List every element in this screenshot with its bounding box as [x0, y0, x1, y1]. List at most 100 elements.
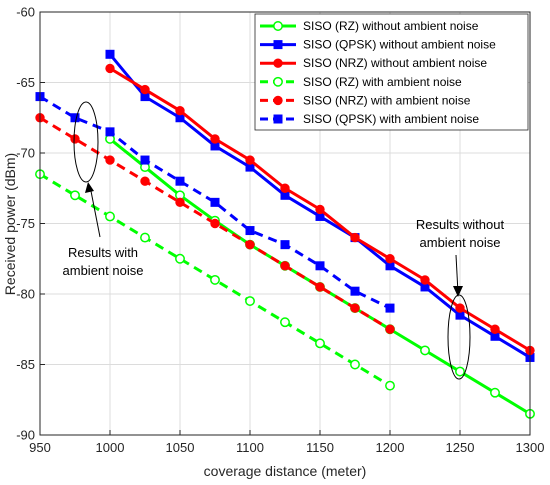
- data-point: [350, 303, 360, 313]
- x-tick-label: 1300: [516, 440, 545, 455]
- legend-label: SISO (NRZ) without ambient noise: [303, 56, 487, 70]
- legend-label: SISO (QPSK) without ambient noise: [303, 38, 496, 52]
- data-point: [245, 155, 255, 165]
- data-point: [350, 286, 360, 296]
- data-point: [140, 176, 150, 186]
- data-point: [385, 380, 395, 391]
- y-tick-label: -75: [16, 216, 35, 231]
- data-point: [315, 204, 325, 215]
- data-point: [455, 366, 465, 377]
- annotation-text-left-line1: Results with: [68, 245, 138, 260]
- legend-swatch-marker: [273, 114, 283, 124]
- annotation-ellipse-right: [447, 294, 471, 380]
- annotation-without-noise: Results without ambient noise: [416, 217, 505, 380]
- data-point: [140, 84, 150, 95]
- legend-label: SISO (NRZ) with ambient noise: [303, 93, 471, 107]
- data-point: [245, 296, 255, 306]
- data-point: [210, 274, 220, 285]
- y-tick-label: -70: [16, 146, 35, 161]
- series-line: [39, 95, 391, 310]
- data-point: [385, 303, 395, 313]
- data-point: [280, 183, 290, 193]
- data-point: [175, 106, 185, 116]
- data-point: [280, 317, 290, 328]
- data-point: [490, 387, 500, 398]
- x-tick-label: 1200: [376, 440, 405, 455]
- data-point: [175, 197, 185, 208]
- series-line: [39, 116, 391, 331]
- annotation-text-right-line1: Results without: [416, 217, 505, 232]
- data-point: [70, 134, 80, 144]
- legend-swatch-marker: [273, 58, 283, 68]
- legend: SISO (RZ) without ambient noise SISO (QPS…: [254, 13, 529, 131]
- legend-item: SISO (RZ) without ambient noise: [260, 19, 479, 33]
- legend-label: SISO (RZ) without ambient noise: [303, 19, 479, 33]
- annotation-ellipse-left: [73, 101, 99, 183]
- y-tick-label: -60: [16, 5, 35, 20]
- y-tick-label: -80: [16, 287, 35, 302]
- legend-label: SISO (RZ) with ambient noise: [303, 75, 462, 89]
- x-tick-label: 1250: [446, 440, 475, 455]
- legend-swatch-marker: [273, 40, 283, 50]
- legend-item: SISO (QPSK) with ambient noise: [260, 112, 479, 126]
- data-point: [105, 127, 115, 137]
- data-point: [350, 232, 360, 243]
- data-point: [385, 324, 395, 334]
- series-2: [105, 63, 535, 356]
- plot-frame: [39, 11, 531, 436]
- data-point: [420, 345, 430, 356]
- data-point: [210, 197, 220, 207]
- annotation-text-left-line2: ambient noise: [63, 263, 144, 278]
- legend-swatch-marker: [273, 76, 283, 87]
- legend-label: SISO (QPSK) with ambient noise: [303, 112, 479, 126]
- y-tick-label: -90: [16, 428, 35, 443]
- data-point: [105, 49, 115, 59]
- series-4: [35, 113, 395, 334]
- data-point: [140, 155, 150, 165]
- x-tick-label: 1100: [236, 440, 264, 455]
- data-point: [245, 226, 255, 236]
- x-tick-label: 1150: [306, 440, 334, 455]
- annotation-with-noise: Results with ambient noise: [63, 101, 144, 278]
- data-point: [455, 303, 465, 313]
- data-point: [70, 190, 80, 201]
- x-tick-label: 950: [29, 440, 51, 455]
- y-tick-label: -65: [16, 75, 35, 90]
- data-point: [315, 282, 325, 292]
- annotation-arrowhead-left: [85, 182, 94, 193]
- data-point: [385, 254, 395, 264]
- data-point: [420, 275, 430, 285]
- annotation-text-right-line2: ambient noise: [420, 235, 501, 250]
- series-line: [39, 172, 391, 387]
- x-tick-label: 1000: [96, 440, 125, 455]
- legend-swatch-marker: [273, 21, 283, 31]
- y-axis-ticks: -90 -85 -80 -75 -70 -65 -60: [16, 5, 45, 443]
- y-tick-label: -85: [16, 357, 35, 372]
- series-3: [35, 169, 395, 391]
- data-point: [105, 211, 115, 222]
- legend-items: SISO (RZ) without ambient noise SISO (QPS…: [260, 19, 496, 126]
- legend-item: SISO (NRZ) without ambient noise: [260, 56, 487, 70]
- y-axis-label: Received power (dBm): [2, 153, 18, 295]
- data-point: [210, 218, 220, 229]
- data-point: [280, 261, 290, 271]
- data-point: [70, 113, 80, 123]
- legend-item: SISO (RZ) with ambient noise: [260, 75, 462, 89]
- data-point: [245, 239, 255, 250]
- x-axis-label: coverage distance (meter): [204, 463, 367, 479]
- data-point: [175, 176, 185, 186]
- legend-item: SISO (NRZ) with ambient noise: [260, 93, 471, 107]
- legend-swatch-marker: [273, 95, 283, 106]
- data-point: [210, 134, 220, 144]
- x-axis-ticks: 950 1000 1050 1100 1150 1200 1250 1300: [29, 430, 544, 455]
- legend-item: SISO (QPSK) without ambient noise: [260, 38, 496, 52]
- data-point: [105, 155, 115, 165]
- data-point: [175, 253, 185, 264]
- data-point: [280, 240, 290, 250]
- legend-box: [254, 13, 529, 131]
- annotation-arrow-left: [89, 185, 101, 238]
- annotation-arrowhead-right: [453, 286, 463, 297]
- data-point: [140, 232, 150, 243]
